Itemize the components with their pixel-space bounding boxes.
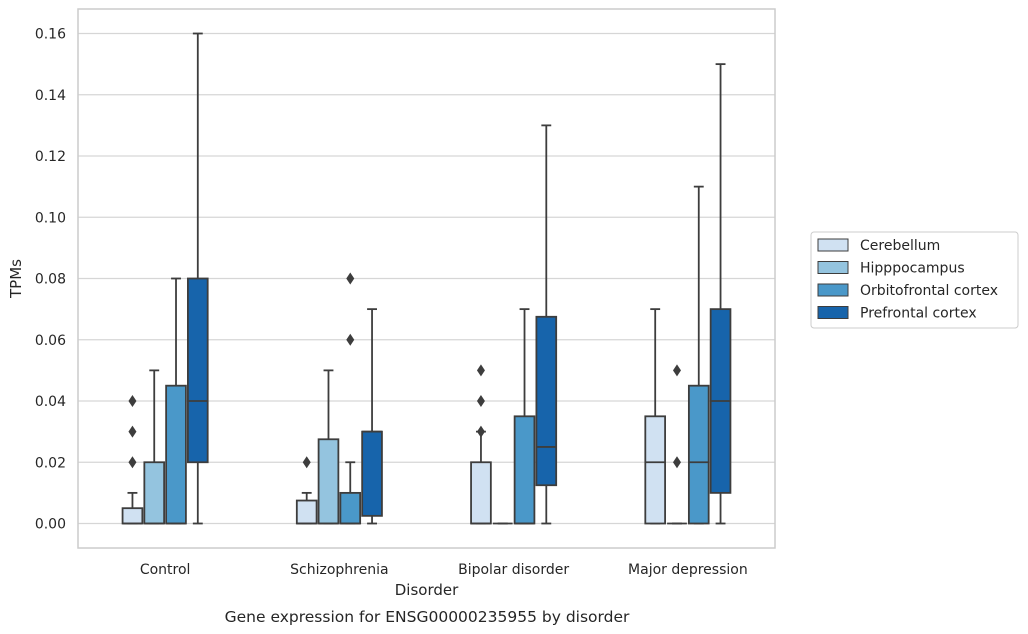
y-tick-label: 0.12 [35, 149, 66, 165]
box [165, 384, 187, 525]
y-tick-labels: 0.00 0.02 0.04 0.06 0.08 0.10 0.12 0.14 0.16 [35, 27, 66, 533]
series-cerebellum [121, 308, 666, 525]
y-axis-label: TPMs [7, 259, 25, 299]
box [121, 507, 144, 525]
y-tick-label: 0.10 [35, 210, 66, 226]
plot-area [77, 8, 776, 549]
box [535, 315, 558, 487]
x-tick-label: Major depression [628, 562, 748, 578]
box [143, 461, 166, 525]
outlier-point [346, 272, 355, 285]
series-prefrontal-cortex [187, 32, 732, 525]
box [339, 491, 362, 525]
box [513, 415, 536, 525]
outlier-point [128, 395, 137, 407]
outlier-point [476, 425, 485, 438]
outlier-point [302, 456, 311, 469]
box [187, 277, 209, 464]
series-orbitofrontal-cortex [165, 185, 710, 525]
x-tick-label: Schizophrenia [290, 562, 388, 578]
box [470, 461, 492, 525]
series-hipppocampus [143, 364, 687, 525]
box [317, 438, 340, 525]
box [687, 384, 710, 525]
outlier-point [128, 425, 137, 438]
legend-label: Orbitofrontal cortex [860, 283, 998, 299]
box [361, 430, 383, 517]
x-tick-label: Bipolar disorder [458, 562, 569, 578]
outlier-point [476, 395, 485, 407]
y-tick-label: 0.04 [35, 394, 66, 410]
outlier-point [346, 333, 355, 346]
box-layer [121, 32, 732, 525]
y-tick-label: 0.08 [35, 272, 66, 288]
outlier-point [672, 456, 681, 469]
y-tick-label: 0.14 [35, 88, 66, 104]
legend-label: Cerebellum [860, 238, 940, 254]
x-tick-labels: Control Schizophrenia Bipolar disorder Majo… [140, 562, 748, 578]
legend-label: Prefrontal cortex [860, 306, 977, 322]
legend-frame [810, 231, 1019, 329]
outlier-point [476, 364, 485, 377]
legend-swatch [817, 238, 849, 252]
y-tick-label: 0.16 [35, 27, 66, 43]
legend-swatch [817, 306, 849, 319]
chart-caption: Gene expression for ENSG00000235955 by d… [225, 608, 630, 626]
legend-swatch [817, 283, 849, 297]
y-tick-label: 0.02 [35, 455, 66, 471]
legend-swatch [817, 261, 849, 274]
y-tick-label: 0.06 [35, 333, 66, 349]
x-axis-label: Disorder [395, 581, 459, 599]
box [295, 499, 318, 525]
y-tick-label: 0.00 [35, 517, 66, 533]
legend: Cerebellum Hipppocampus Orbitofrontal cort… [810, 231, 1019, 329]
box [644, 415, 666, 525]
x-tick-label: Control [140, 562, 191, 578]
outlier-point [128, 456, 137, 469]
outlier-point [672, 364, 681, 377]
legend-label: Hipppocampus [860, 261, 965, 277]
